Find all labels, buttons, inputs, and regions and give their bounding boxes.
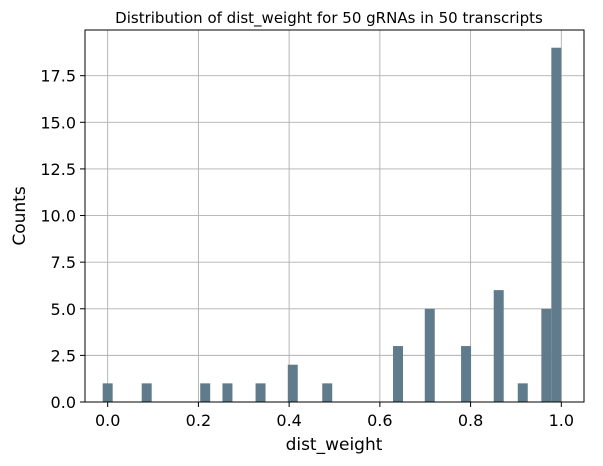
- histogram-bar: [493, 290, 504, 402]
- y-tick-label: 7.5: [51, 253, 76, 272]
- x-tick-label: 0.6: [367, 411, 392, 430]
- x-axis-label: dist_weight: [286, 435, 383, 455]
- histogram-bar: [322, 383, 333, 402]
- histogram-bar: [551, 47, 562, 402]
- y-tick-label: 17.5: [40, 67, 76, 86]
- histogram-bar: [200, 383, 211, 402]
- x-tick-label: 0.0: [95, 411, 120, 430]
- x-tick-label: 1.0: [549, 411, 574, 430]
- x-tick-label: 0.8: [458, 411, 483, 430]
- histogram-bar: [222, 383, 233, 402]
- y-axis-label: Counts: [10, 186, 30, 245]
- histogram-bar: [102, 383, 113, 402]
- histogram-bar: [424, 308, 435, 402]
- histogram-bar: [255, 383, 266, 402]
- x-axis-ticks: 0.0 0.2 0.4 0.6 0.8 1.0: [95, 402, 574, 430]
- plot-frame: [84, 29, 585, 403]
- y-tick-label: 5.0: [51, 300, 76, 319]
- y-tick-label: 12.5: [40, 160, 76, 179]
- histogram-bar: [517, 383, 528, 402]
- histogram-bar: [141, 383, 152, 402]
- grid-lines: [85, 30, 584, 403]
- x-tick-label: 0.2: [186, 411, 211, 430]
- y-tick-label: 0.0: [51, 393, 76, 412]
- histogram-bar: [393, 346, 403, 402]
- y-axis-ticks: 0.0 2.5 5.0 7.5 10.0 12.5 15.0 17.5: [40, 67, 85, 412]
- y-tick-label: 10.0: [40, 207, 76, 226]
- histogram-bars: [102, 47, 562, 402]
- chart-title: Distribution of dist_weight for 50 gRNAs…: [115, 9, 543, 28]
- x-tick-label: 0.4: [276, 411, 301, 430]
- histogram-bar: [287, 364, 298, 402]
- histogram-bar: [541, 308, 552, 402]
- y-tick-label: 2.5: [51, 346, 76, 365]
- y-tick-label: 15.0: [40, 113, 76, 132]
- histogram-bar: [461, 346, 472, 402]
